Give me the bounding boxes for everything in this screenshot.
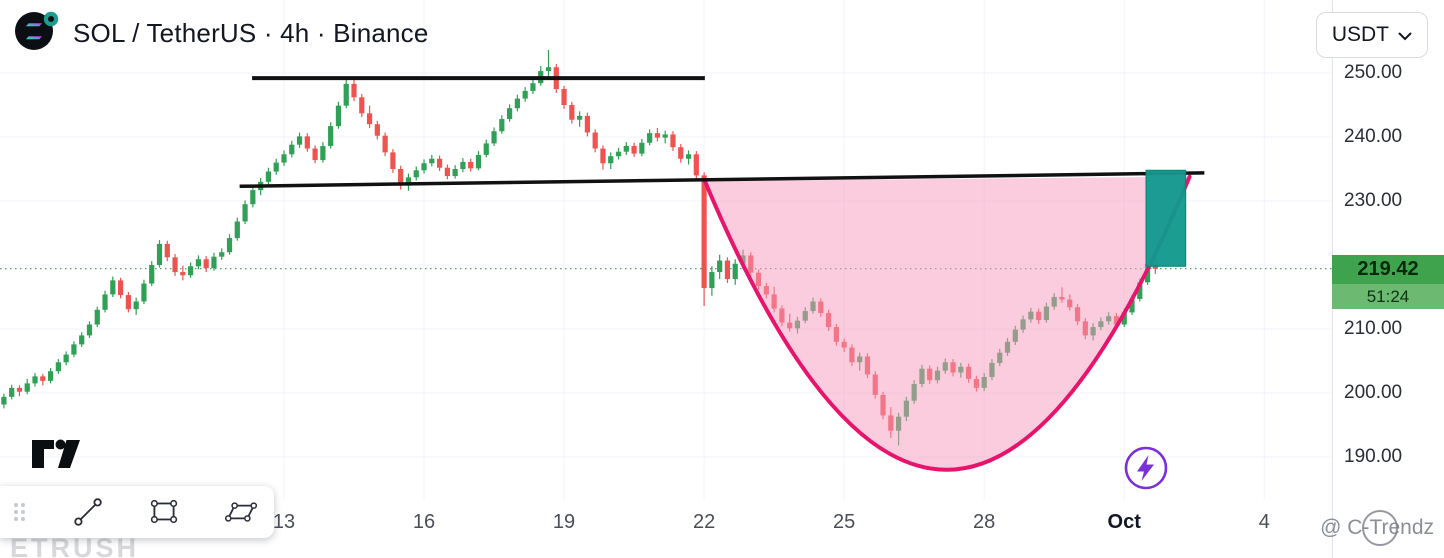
trend-line-icon	[74, 498, 102, 526]
candle-countdown: 51:24	[1332, 284, 1444, 309]
parallelogram-icon	[224, 502, 258, 522]
last-price-badge: 219.42 51:24	[1332, 255, 1444, 309]
time-tick-label: 13	[272, 511, 296, 533]
drawing-toolbar	[0, 486, 274, 538]
ctrendz-watermark-text: @ C-Trendz	[1320, 516, 1434, 539]
price-tick-label: 230.00	[1344, 190, 1403, 211]
time-tick-label: 16	[412, 511, 436, 533]
time-tick-label: 19	[552, 511, 576, 533]
last-price-label: 219.42	[1332, 255, 1444, 284]
time-tick-label: 28	[973, 511, 996, 533]
tradingview-logo[interactable]	[30, 430, 88, 479]
rectangle-icon	[150, 499, 178, 524]
time-tick-label: 25	[833, 511, 856, 533]
flash-button[interactable]	[1122, 444, 1170, 492]
time-tick-label: 22	[692, 511, 716, 533]
solana-logo-icon	[14, 10, 82, 81]
time-tick-label: 4	[1258, 511, 1270, 533]
rectangle-tool-button[interactable]	[146, 494, 182, 530]
currency-dropdown-button[interactable]: USDT	[1315, 12, 1428, 58]
toolbar-drag-handle[interactable]	[8, 497, 30, 527]
chevron-down-icon	[1398, 23, 1412, 47]
price-tick-label: 240.00	[1344, 126, 1403, 147]
drag-dots-icon	[14, 503, 25, 521]
symbol-title[interactable]: SOL / TetherUS · 4h · Binance	[73, 18, 429, 48]
price-tick-label: 210.00	[1344, 318, 1403, 339]
price-tick-label: 190.00	[1344, 446, 1403, 467]
trend-line-tool-button[interactable]	[70, 494, 106, 530]
price-chart-canvas[interactable]	[0, 0, 1332, 558]
price-tick-label: 200.00	[1344, 382, 1403, 403]
parallelogram-tool-button[interactable]	[222, 494, 260, 530]
price-tick-label: 250.00	[1344, 62, 1403, 83]
symbol-header: SOL / TetherUS · 4h · Binance	[14, 10, 429, 81]
ctrendz-watermark: @ C-Trendz	[1242, 510, 1442, 550]
currency-label: USDT	[1331, 23, 1389, 46]
ctrendz-logo-circle	[1362, 510, 1398, 546]
time-tick-label: Oct	[1107, 511, 1141, 533]
lightning-icon	[1124, 446, 1168, 490]
